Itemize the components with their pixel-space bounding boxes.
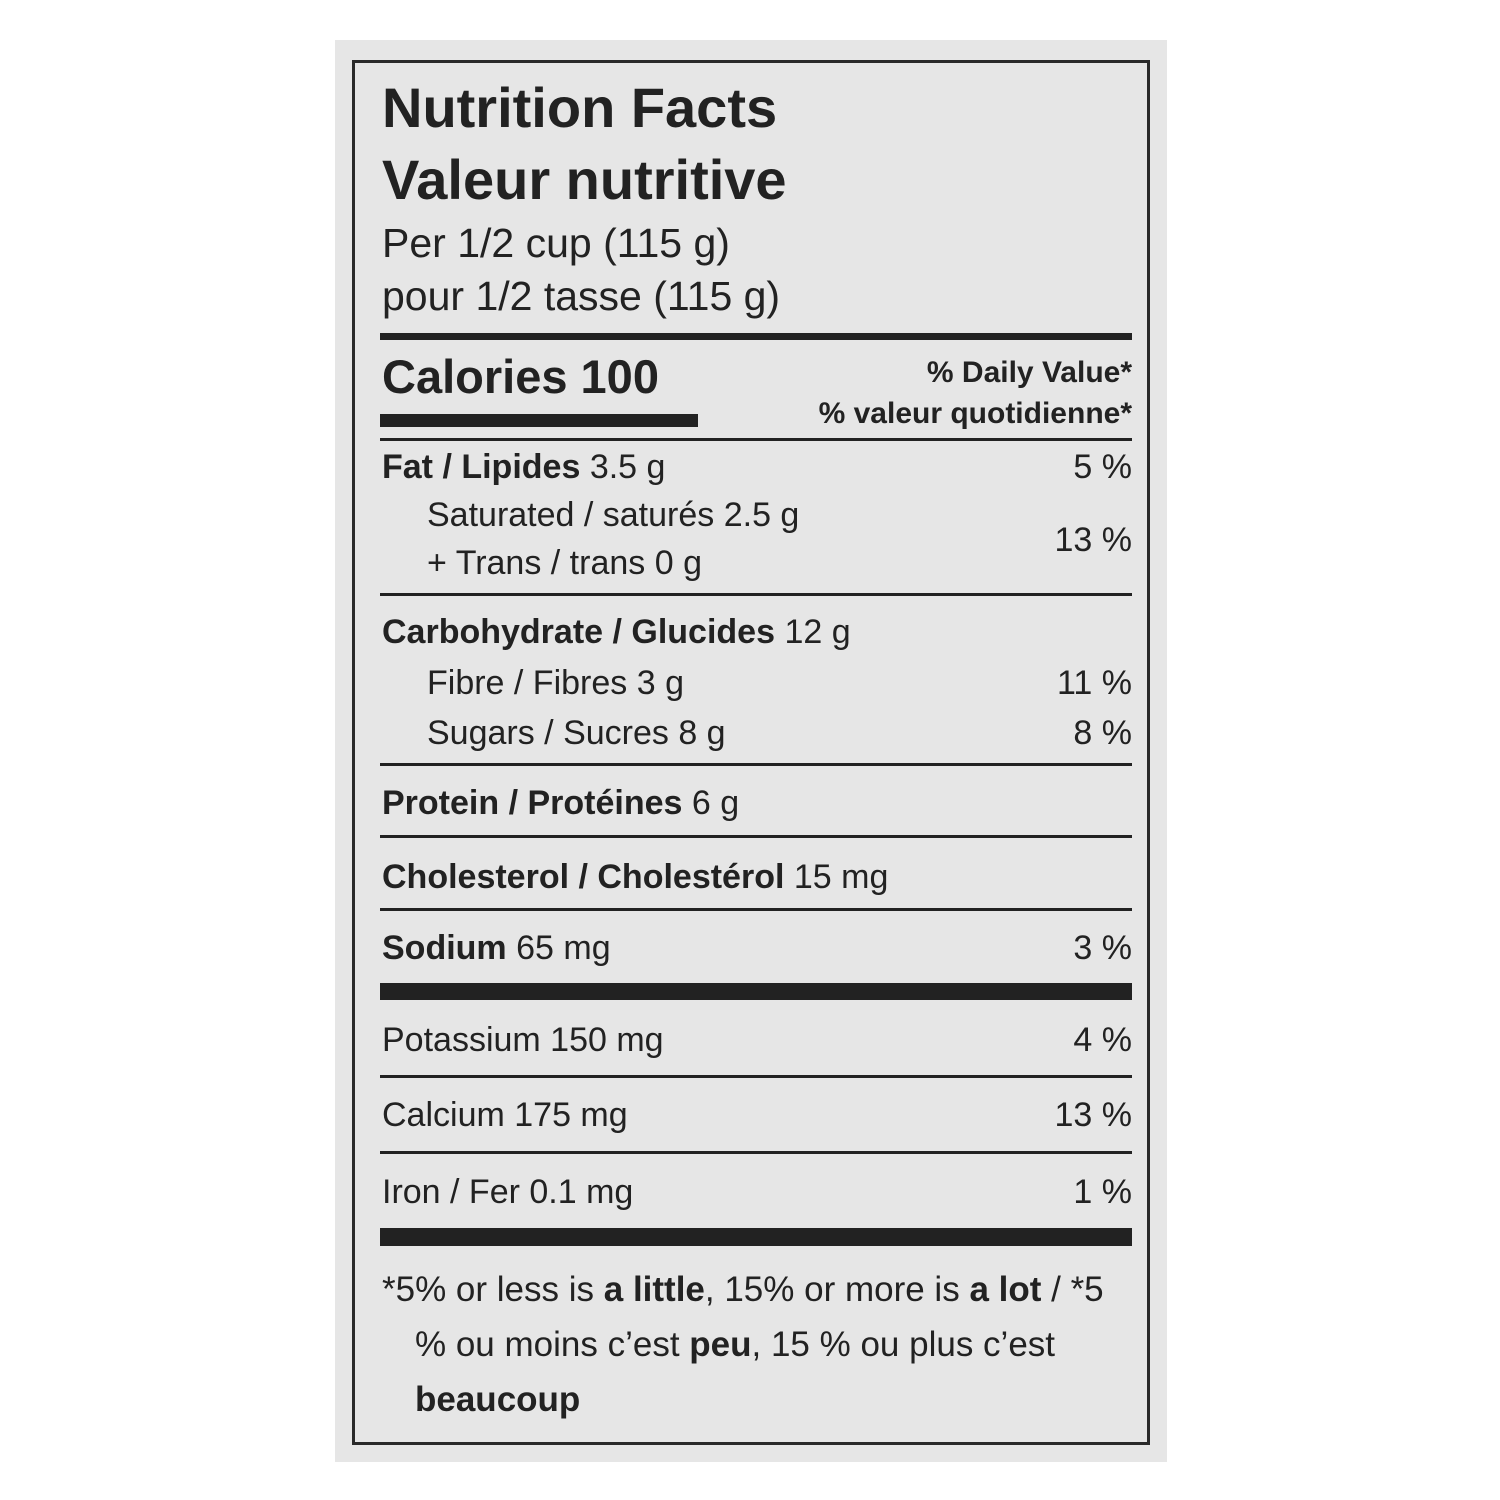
daily-value: 3 % (1073, 929, 1132, 967)
nutrient: + Trans / trans 0 g (427, 544, 702, 582)
nutrient: Carbohydrate / Glucides 12 g (382, 607, 851, 657)
nutrient: Fat / Lipides 3.5 g (382, 442, 665, 492)
footnote-segment: *5% or less is (382, 1270, 604, 1309)
calories-value: 100 (580, 350, 659, 403)
footnote-segment: , 15% or more is (704, 1270, 970, 1309)
title: Nutrition Facts (382, 76, 778, 139)
rule (380, 835, 1132, 838)
nutrient: Saturated / saturés 2.5 g (427, 496, 800, 534)
rule (380, 763, 1132, 766)
rule (380, 593, 1132, 596)
nutrient-name: Sodium (382, 929, 507, 967)
nutrient-name: Cholesterol / Cholestérol (382, 858, 785, 896)
nutrient-amount: 15 mg (793, 858, 889, 896)
daily-value: 13 % (1054, 1096, 1133, 1134)
nutrient: Fibre / Fibres 3 g (427, 664, 684, 702)
serving: Per 1/2 cup (115 g) (382, 220, 730, 266)
daily-value: 4 % (1073, 1021, 1132, 1059)
nutrient-amount: 3.5 g (589, 448, 666, 486)
thick-rule (380, 333, 1132, 340)
thick-rule (380, 1228, 1132, 1246)
daily-value: 1 % (1073, 1173, 1132, 1211)
nutrient: Protein / Protéines 6 g (382, 778, 739, 828)
rule (380, 1075, 1132, 1078)
footnote-segment: , 15 % ou plus c’est (751, 1325, 1065, 1364)
calories: Calories 100 (382, 352, 659, 402)
nutrient: Sodium 65 mg (382, 923, 611, 973)
nutrient: Sugars / Sucres 8 g (427, 714, 726, 752)
nutrient-name: Carbohydrate / Glucides (382, 613, 775, 651)
daily-value: 13 % (1054, 521, 1133, 559)
footnote-segment: a lot (969, 1270, 1042, 1309)
rule (380, 908, 1132, 911)
footnote-segment: beaucoup (415, 1380, 581, 1419)
footnote-segment: a little (603, 1270, 705, 1309)
nutrient-name: Protein / Protéines (382, 784, 683, 822)
rule (380, 438, 1132, 441)
rule (380, 1151, 1132, 1154)
nutrient: Potassium 150 mg (382, 1021, 664, 1059)
nutrient: Cholesterol / Cholestérol 15 mg (382, 852, 888, 902)
dv-header: % Daily Value* (926, 356, 1132, 389)
nutrient: Calcium 175 mg (382, 1096, 628, 1134)
dv-header: % valeur quotidienne* (818, 397, 1132, 430)
daily-value: 11 % (1057, 664, 1132, 702)
nutrient-amount: 12 g (784, 613, 851, 651)
thick-rule (380, 983, 1132, 1000)
footnote-segment: peu (689, 1325, 752, 1364)
nutrient-amount: 65 mg (516, 929, 611, 967)
nutrient-name: Fat / Lipides (382, 448, 581, 486)
serving: pour 1/2 tasse (115 g) (382, 273, 781, 319)
nutrient-amount: 6 g (691, 784, 740, 822)
footnote: *5% or less is a little, 15% or more is … (382, 1262, 1115, 1427)
nutrient: Iron / Fer 0.1 mg (382, 1173, 634, 1211)
label-border (352, 60, 1150, 1445)
calories-label: Calories (382, 350, 568, 403)
daily-value: 8 % (1073, 714, 1132, 752)
daily-value: 5 % (1073, 448, 1132, 486)
title: Valeur nutritive (382, 148, 787, 211)
footnote-segment: / *5 % ou moins c’est (415, 1270, 1114, 1364)
calories-bar (380, 414, 698, 427)
label-background (335, 40, 1167, 1462)
